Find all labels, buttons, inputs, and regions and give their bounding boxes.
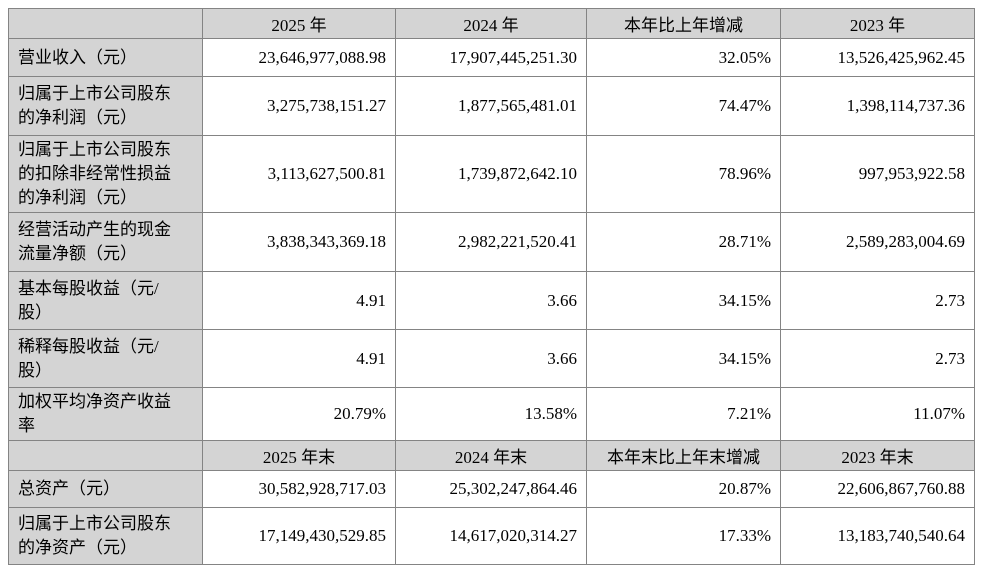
column-header-2025: 2025 年 [202, 8, 396, 39]
value-2025-cell: 3,838,343,369.18 [202, 212, 396, 272]
end-of-period-header-row: 2025 年末 2024 年末 本年末比上年末增减 2023 年末 [8, 440, 975, 471]
value-2023-cell: 2.73 [780, 271, 975, 330]
column-header-2023: 2023 年 [780, 8, 975, 39]
value-2024-cell: 14,617,020,314.27 [395, 507, 587, 565]
row-label-cell: 归属于上市公司股东 的净资产（元） [8, 507, 203, 565]
table-row-basic-eps: 基本每股收益（元/ 股） 4.91 3.66 34.15% 2.73 [8, 271, 975, 330]
corner-blank-cell [8, 440, 203, 471]
value-2023-cell: 13,526,425,962.45 [780, 38, 975, 77]
value-2024-cell: 25,302,247,864.46 [395, 470, 587, 508]
value-change-cell: 78.96% [586, 135, 781, 213]
period-header-row: 2025 年 2024 年 本年比上年增减 2023 年 [8, 8, 975, 39]
table-row-weighted-avg-roe: 加权平均净资产收益 率 20.79% 13.58% 7.21% 11.07% [8, 387, 975, 441]
value-2024-cell: 2,982,221,520.41 [395, 212, 587, 272]
row-label-cell: 经营活动产生的现金 流量净额（元） [8, 212, 203, 272]
value-2024-cell: 17,907,445,251.30 [395, 38, 587, 77]
table-row-net-assets: 归属于上市公司股东 的净资产（元） 17,149,430,529.85 14,6… [8, 507, 975, 565]
column-header-2024-end: 2024 年末 [395, 440, 587, 471]
row-label-cell: 总资产（元） [8, 470, 203, 508]
row-label-cell: 稀释每股收益（元/ 股） [8, 329, 203, 388]
value-2025-cell: 20.79% [202, 387, 396, 441]
value-change-cell: 20.87% [586, 470, 781, 508]
corner-blank-cell [8, 8, 203, 39]
value-2025-cell: 4.91 [202, 329, 396, 388]
table-row-revenue: 营业收入（元） 23,646,977,088.98 17,907,445,251… [8, 38, 975, 77]
value-2024-cell: 1,739,872,642.10 [395, 135, 587, 213]
column-header-2024: 2024 年 [395, 8, 587, 39]
value-2024-cell: 3.66 [395, 271, 587, 330]
value-change-cell: 28.71% [586, 212, 781, 272]
table-row-total-assets: 总资产（元） 30,582,928,717.03 25,302,247,864.… [8, 470, 975, 508]
value-2023-cell: 13,183,740,540.64 [780, 507, 975, 565]
row-label-cell: 加权平均净资产收益 率 [8, 387, 203, 441]
value-change-cell: 17.33% [586, 507, 781, 565]
value-2025-cell: 4.91 [202, 271, 396, 330]
value-2025-cell: 3,275,738,151.27 [202, 76, 396, 136]
table-row-net-profit-deducted: 归属于上市公司股东 的扣除非经常性损益 的净利润（元） 3,113,627,50… [8, 135, 975, 213]
value-change-cell: 32.05% [586, 38, 781, 77]
row-label-cell: 基本每股收益（元/ 股） [8, 271, 203, 330]
financial-summary-table: 2025 年 2024 年 本年比上年增减 2023 年 营业收入（元） 23,… [8, 8, 975, 565]
row-label-cell: 营业收入（元） [8, 38, 203, 77]
table-row-net-profit: 归属于上市公司股东 的净利润（元） 3,275,738,151.27 1,877… [8, 76, 975, 136]
value-2023-cell: 1,398,114,737.36 [780, 76, 975, 136]
column-header-2025-end: 2025 年末 [202, 440, 396, 471]
value-2024-cell: 3.66 [395, 329, 587, 388]
value-2025-cell: 23,646,977,088.98 [202, 38, 396, 77]
value-2023-cell: 2,589,283,004.69 [780, 212, 975, 272]
column-header-eop-change: 本年末比上年末增减 [586, 440, 781, 471]
value-2025-cell: 3,113,627,500.81 [202, 135, 396, 213]
table-row-diluted-eps: 稀释每股收益（元/ 股） 4.91 3.66 34.15% 2.73 [8, 329, 975, 388]
value-2023-cell: 2.73 [780, 329, 975, 388]
row-label-cell: 归属于上市公司股东 的扣除非经常性损益 的净利润（元） [8, 135, 203, 213]
column-header-2023-end: 2023 年末 [780, 440, 975, 471]
value-change-cell: 34.15% [586, 271, 781, 330]
table-row-operating-cash-flow: 经营活动产生的现金 流量净额（元） 3,838,343,369.18 2,982… [8, 212, 975, 272]
value-2025-cell: 30,582,928,717.03 [202, 470, 396, 508]
value-change-cell: 34.15% [586, 329, 781, 388]
value-2024-cell: 13.58% [395, 387, 587, 441]
value-2025-cell: 17,149,430,529.85 [202, 507, 396, 565]
value-2023-cell: 11.07% [780, 387, 975, 441]
value-change-cell: 74.47% [586, 76, 781, 136]
value-2023-cell: 997,953,922.58 [780, 135, 975, 213]
column-header-yoy-change: 本年比上年增减 [586, 8, 781, 39]
value-2023-cell: 22,606,867,760.88 [780, 470, 975, 508]
value-2024-cell: 1,877,565,481.01 [395, 76, 587, 136]
row-label-cell: 归属于上市公司股东 的净利润（元） [8, 76, 203, 136]
value-change-cell: 7.21% [586, 387, 781, 441]
